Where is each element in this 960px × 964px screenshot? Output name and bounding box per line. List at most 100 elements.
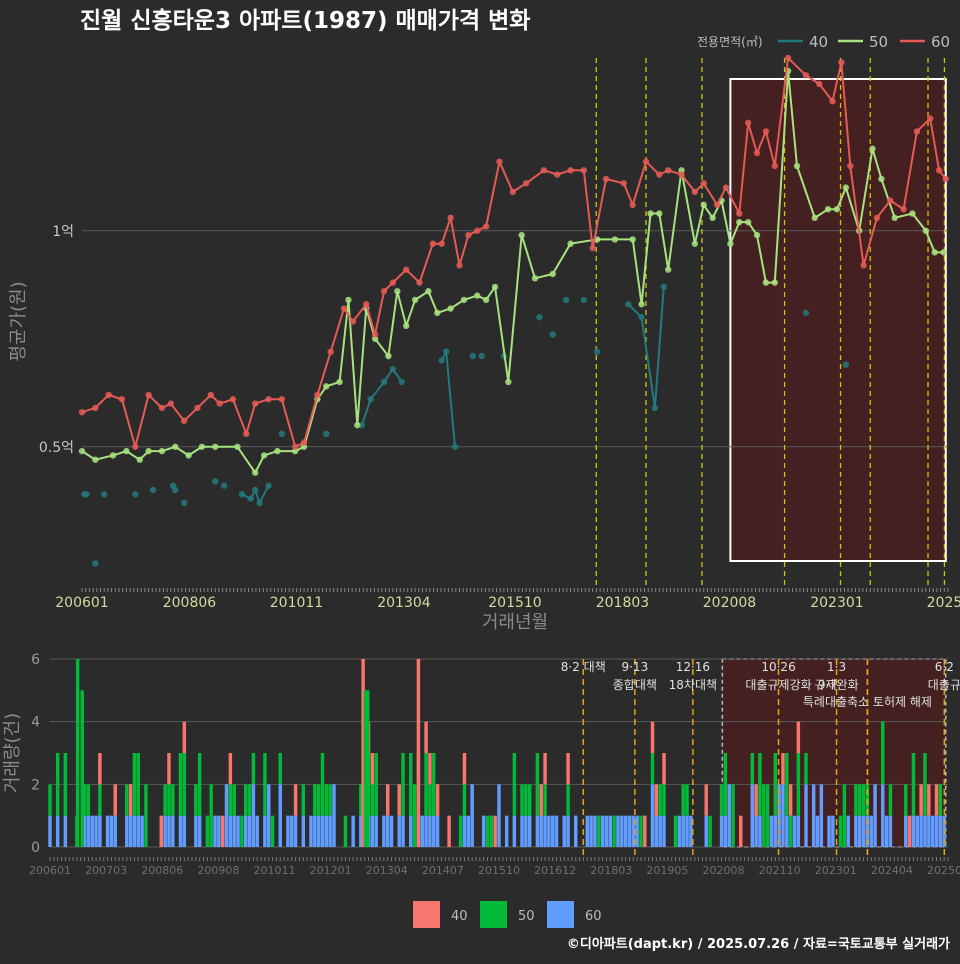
volume-x-tick-label: 201803 [590,864,632,877]
volume-bar-60 [140,815,144,847]
volume-bar-50 [489,815,494,847]
volume-y-tick: 6 [31,652,40,668]
volume-bar-60 [497,784,501,847]
volume-bar-40 [796,721,801,753]
series-40-line [627,286,665,409]
volume-bar-60 [217,815,221,847]
volume-bar-40 [739,815,743,847]
volume-x-tick-label: 201407 [422,864,464,877]
volume-bar-60 [90,815,94,847]
x-tick-label: 201510 [488,595,541,611]
volume-bar-60 [927,815,931,847]
volume-bar-50 [888,784,893,816]
volume-bar-50 [197,753,202,816]
volume-bar-60 [524,815,528,847]
volume-bar-60 [888,815,893,847]
volume-bar-60 [267,784,271,847]
volume-x-tick-label: 200908 [197,864,239,877]
volume-bar-60 [934,815,939,847]
volume-bar-50 [320,753,325,816]
volume-bar-60 [781,784,785,847]
chart-title: 진월 신흥타운3 아파트(1987) 매매가격 변화 [80,8,530,34]
volume-bar-50 [270,815,275,847]
volume-bar-60 [677,815,682,847]
volume-x-tick-label: 201612 [534,864,576,877]
y-tick-label: 1억 [52,224,74,240]
volume-bar-50 [796,753,801,816]
volume-bar-60 [827,815,831,847]
volume-bar-50 [535,753,540,816]
volume-bar-60 [313,815,317,847]
volume-bar-60 [428,815,432,847]
volume-bar-60 [662,815,666,847]
series-40-line [360,367,403,426]
volume-bar-50 [171,784,175,816]
volume-x-tick-label: 202008 [703,864,745,877]
volume-bar-50 [765,784,770,847]
volume-x-tick-label: 200703 [85,864,127,877]
volume-bar-40 [98,753,102,785]
volume-bar-50 [209,784,213,847]
volume-bar-50 [708,815,712,847]
volume-bar-40 [435,784,440,816]
volume-bar-60 [930,815,935,847]
volume-bar-60 [861,815,866,847]
volume-bar-50 [55,753,60,816]
volume-bar-60 [727,784,731,847]
volume-bar-60 [938,815,943,847]
volume-bar-40 [493,815,497,847]
series-40-point [212,478,219,485]
volume-bar-60 [520,815,524,847]
volume-bar-50 [719,784,724,816]
volume-bar-60 [128,815,133,847]
volume-bar-40 [293,784,298,816]
y-axis-label: 평균가(원) [8,281,29,361]
volume-bar-60 [915,815,920,847]
volume-bar-60 [681,815,685,847]
volume-bar-40 [385,784,390,816]
x-tick-label: 201304 [377,595,431,611]
volume-bar-60 [608,815,613,847]
volume-bar-peak [75,659,80,847]
volume-bar-40 [447,815,451,847]
volume-bar-40 [113,784,117,816]
volume-bar-60 [470,784,474,847]
volume-bar-60 [136,815,140,847]
policy-label: 대출규 [928,678,960,692]
volume-bar-50 [401,753,405,816]
series-40-point [593,348,601,355]
volume-bar-60 [293,815,298,847]
volume-bar-40 [428,753,432,785]
volume-bar-50 [278,753,282,785]
volume-bar-50 [412,784,417,847]
volume-bar-50 [612,815,616,847]
volume-bar-50 [681,784,685,816]
volume-bar-50 [804,753,808,785]
volume-bar-50 [374,753,378,816]
policy-label: 규제완화 [814,678,858,692]
volume-bar-60 [290,815,294,847]
volume-bar-60 [777,784,781,847]
volume-bar-60 [796,815,801,847]
volume-bar-60 [385,815,390,847]
volume-bar-50 [838,815,843,847]
volume-bar-60 [389,815,394,847]
volume-bar-60 [512,815,517,847]
legend-label-50: 50 [869,33,888,51]
volume-bar-50 [324,784,329,816]
volume-bar-60 [911,815,916,847]
volume-bar-50 [673,815,678,847]
legend-label-60: 60 [931,33,950,51]
volume-bar-60 [351,815,355,847]
volume-bar-50 [597,815,601,847]
volume-bar-60 [627,815,632,847]
volume-bar-60 [792,815,797,847]
series-40-point [180,499,188,507]
volume-bar-60 [255,815,259,847]
volume-bar-60 [125,815,129,847]
volume-bar-40 [788,784,793,816]
series-40-point [580,296,588,304]
volume-bar-60 [301,815,306,847]
volume-bar-50 [854,784,858,816]
volume-bar-50 [328,784,332,816]
